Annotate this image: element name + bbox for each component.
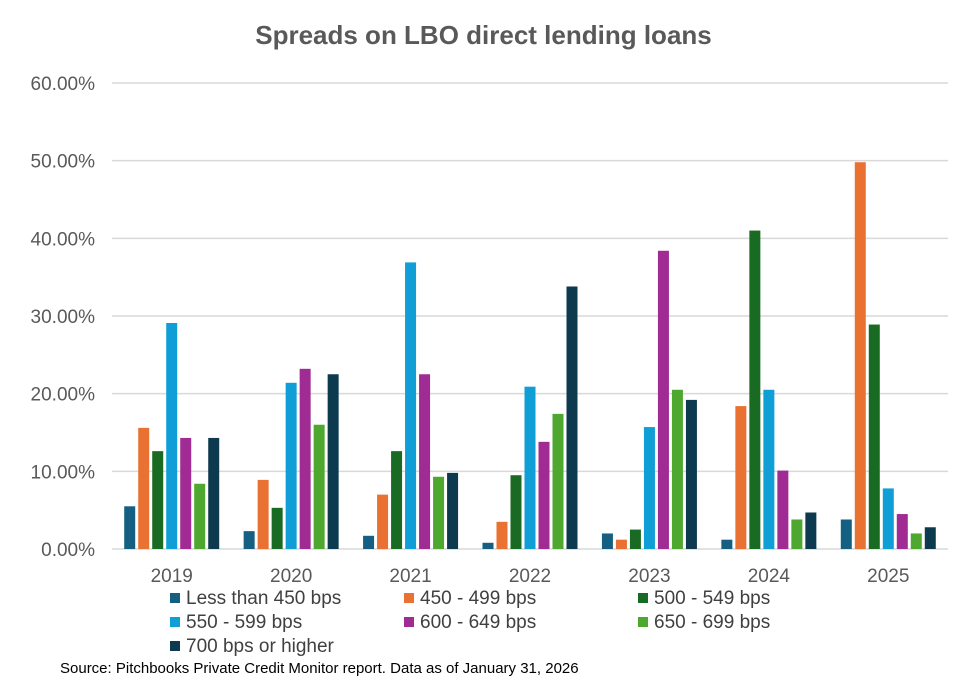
bar-2020-5 — [313, 424, 325, 549]
y-tick-label: 20.00% — [31, 385, 96, 406]
legend-label: Less than 450 bps — [186, 588, 342, 609]
bar-2024-2 — [749, 230, 761, 550]
legend-label: 450 - 499 bps — [420, 588, 537, 609]
bar-2024-0 — [721, 539, 733, 549]
y-tick-label: 40.00% — [31, 229, 96, 250]
y-tick-label: 0.00% — [41, 540, 95, 561]
legend-item: 450 - 499 bps — [404, 588, 536, 610]
bar-2020-4 — [299, 368, 311, 549]
x-tick-label: 2025 — [867, 566, 909, 587]
bar-2025-1 — [854, 162, 866, 549]
y-tick-label: 50.00% — [31, 152, 96, 173]
bar-2024-3 — [763, 389, 775, 549]
bar-2020-1 — [257, 479, 269, 549]
legend-swatch — [170, 617, 180, 627]
bar-2022-2 — [510, 475, 522, 549]
bar-2021-6 — [447, 472, 459, 549]
bar-2021-4 — [419, 374, 431, 549]
x-tick-label: 2022 — [509, 566, 551, 587]
bar-2019-4 — [180, 437, 192, 549]
legend-item: 500 - 549 bps — [638, 588, 770, 610]
bar-2023-6 — [685, 399, 697, 549]
bar-2022-0 — [482, 542, 494, 549]
legend-label: 650 - 699 bps — [654, 612, 771, 633]
x-tick-label: 2019 — [151, 566, 193, 587]
y-tick-label: 10.00% — [31, 462, 96, 483]
legend-swatch — [404, 617, 414, 627]
x-tick-label: 2023 — [628, 566, 670, 587]
x-tick-label: 2024 — [748, 566, 791, 587]
bar-2020-2 — [271, 507, 283, 549]
bar-2025-0 — [840, 519, 852, 549]
bar-2024-1 — [735, 406, 747, 549]
legend-label: 600 - 649 bps — [420, 612, 537, 633]
bar-2020-0 — [243, 531, 255, 549]
bar-2023-3 — [643, 427, 655, 549]
bar-2021-3 — [405, 262, 417, 549]
legend-item: 550 - 599 bps — [170, 612, 302, 634]
legend-item: Less than 450 bps — [170, 588, 341, 610]
bar-2020-6 — [327, 374, 339, 549]
bar-2023-0 — [601, 533, 613, 549]
legend-label: 500 - 549 bps — [654, 588, 771, 609]
legend-item: 700 bps or higher — [170, 636, 334, 658]
bar-2021-5 — [433, 476, 445, 549]
legend-swatch — [638, 593, 648, 603]
legend-swatch — [170, 593, 180, 603]
bar-2022-1 — [496, 521, 508, 549]
y-tick-label: 30.00% — [31, 307, 96, 328]
bar-2023-1 — [615, 539, 627, 549]
bar-2022-4 — [538, 441, 550, 549]
bar-2022-6 — [566, 286, 578, 549]
y-tick-label: 60.00% — [31, 74, 96, 95]
bar-2019-0 — [124, 506, 136, 549]
bar-2019-5 — [194, 483, 206, 549]
bar-2025-2 — [868, 324, 880, 549]
bar-2023-4 — [657, 250, 669, 549]
legend-label: 550 - 599 bps — [186, 612, 303, 633]
bar-2025-5 — [910, 533, 922, 549]
bar-2021-0 — [363, 535, 375, 549]
chart-title: Spreads on LBO direct lending loans — [255, 20, 712, 50]
legend-item: 650 - 699 bps — [638, 612, 770, 634]
bar-2021-2 — [391, 451, 403, 549]
bar-2024-6 — [805, 512, 817, 549]
legend-swatch — [404, 593, 414, 603]
bar-2019-3 — [166, 322, 178, 549]
bar-2023-5 — [671, 389, 683, 549]
bar-2025-6 — [924, 527, 936, 549]
bar-2023-2 — [629, 529, 641, 549]
source-note: Source: Pitchbooks Private Credit Monito… — [60, 660, 579, 677]
bar-2022-3 — [524, 386, 536, 549]
bar-2022-5 — [552, 413, 564, 549]
legend-swatch — [638, 617, 648, 627]
bar-2024-4 — [777, 470, 789, 549]
bar-2019-1 — [138, 427, 150, 549]
legend-label: 700 bps or higher — [186, 636, 334, 657]
bar-2025-3 — [882, 488, 894, 549]
bar-2019-2 — [152, 451, 164, 549]
bar-2019-6 — [208, 437, 220, 549]
legend-item: 600 - 649 bps — [404, 612, 536, 634]
x-tick-label: 2021 — [389, 566, 431, 587]
bar-2024-5 — [791, 519, 803, 549]
bar-2021-1 — [377, 494, 389, 549]
bar-2025-4 — [896, 514, 908, 549]
legend-swatch — [170, 641, 180, 651]
bar-2020-3 — [285, 382, 297, 549]
x-tick-label: 2020 — [270, 566, 312, 587]
